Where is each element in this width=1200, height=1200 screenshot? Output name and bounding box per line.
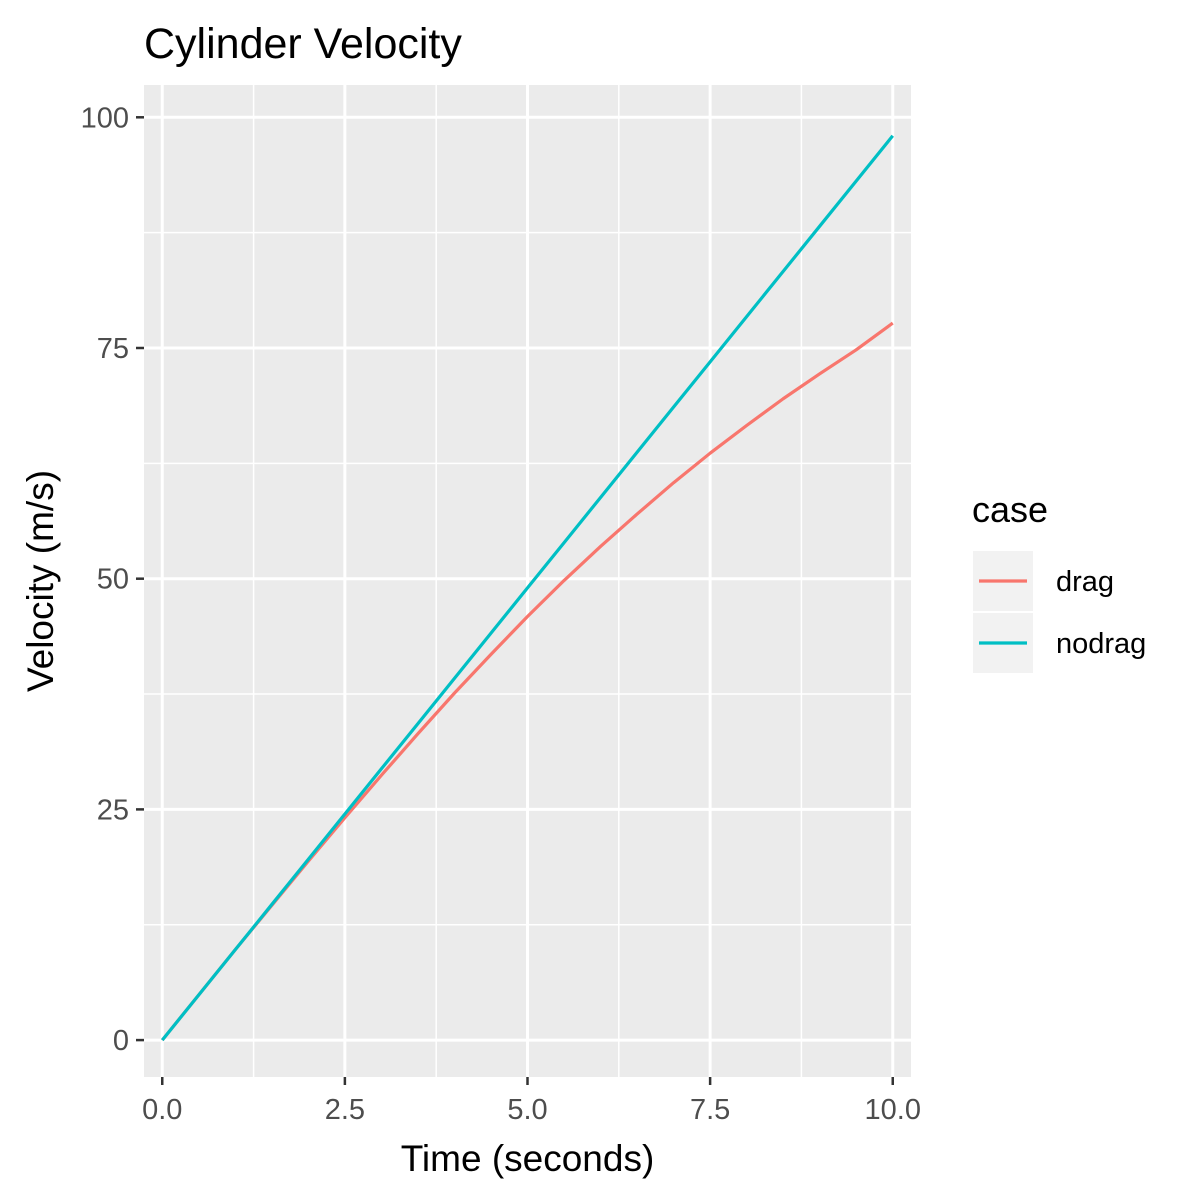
y-tick-label-3: 75	[97, 333, 129, 365]
x-tick-label-1: 2.5	[325, 1094, 365, 1126]
y-tick-label-0: 0	[113, 1025, 129, 1057]
x-axis-title: Time (seconds)	[401, 1138, 655, 1179]
x-tick-label-2: 5.0	[507, 1094, 547, 1126]
chart-title: Cylinder Velocity	[144, 20, 462, 68]
legend-items: drag nodrag	[973, 551, 1146, 673]
x-axis: 0.0 2.5 5.0 7.5 10.0	[142, 1077, 921, 1126]
y-tick-label-1: 25	[97, 794, 129, 826]
x-tick-label-3: 7.5	[690, 1094, 730, 1126]
y-axis: 0 25 50 75 100	[81, 102, 144, 1057]
y-tick-label-4: 100	[81, 102, 129, 134]
legend-title: case	[972, 489, 1048, 530]
legend-label-drag: drag	[1056, 566, 1114, 598]
legend-label-nodrag: nodrag	[1056, 628, 1146, 660]
y-tick-label-2: 50	[97, 564, 129, 596]
major-gridlines	[144, 85, 911, 1077]
series-line-nodrag	[161, 134, 894, 1042]
x-tick-label-0: 0.0	[142, 1094, 182, 1126]
y-axis-title: Velocity (m/s)	[20, 470, 61, 692]
series-lines	[161, 134, 894, 1042]
x-tick-label-4: 10.0	[865, 1094, 921, 1126]
legend: case drag nodrag	[972, 489, 1146, 673]
